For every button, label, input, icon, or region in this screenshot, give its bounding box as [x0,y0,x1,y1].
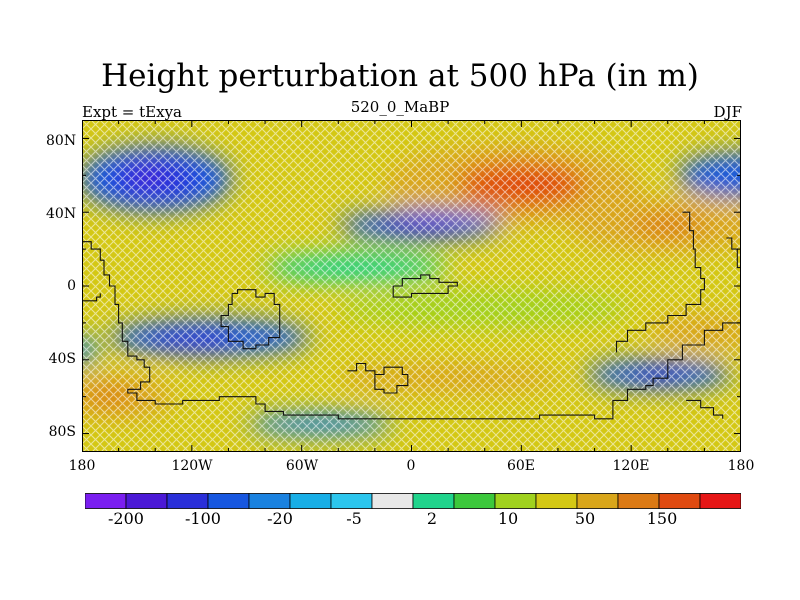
lon-tick-120w: 120W [171,458,213,474]
colorbar-swatch [248,493,291,509]
colorbar-label: 10 [497,509,519,528]
lat-tick-80n: 80N [46,133,77,149]
colorbar-swatch [494,493,537,509]
colorbar-swatch [85,493,127,509]
coastline [220,289,281,350]
coastline [615,211,705,353]
hatching-overlay [82,120,741,452]
colorbar-swatch [658,493,701,509]
map-plot [82,120,741,452]
lat-tick-80s: 80S [48,424,76,440]
colorbar-swatch [576,493,619,509]
lon-tick-180w: 180 [68,458,96,474]
colorbar-swatch [289,493,332,509]
colorbar-swatch [207,493,250,509]
coastline [82,241,741,420]
colorbar-label: -5 [346,509,362,528]
colorbar-label: 2 [426,509,438,528]
lat-tick-0: 0 [67,278,76,294]
coastline [347,362,376,375]
lon-tick-180e: 180 [727,458,755,474]
colorbar-swatch [453,493,496,509]
colorbar-label: -100 [185,509,221,528]
colorbar-label: -200 [108,509,144,528]
colorbar-swatch [125,493,168,509]
colorbar-label: 150 [646,509,678,528]
coastlines [82,211,741,420]
colorbar-swatch [371,493,414,509]
lon-tick-120e: 120E [612,458,650,474]
colorbar-swatch [699,493,741,509]
axis-ticks [82,120,741,452]
colorbar-swatch [535,493,578,509]
colorbar-swatch [412,493,455,509]
lat-tick-40s: 40S [48,351,76,367]
experiment-label: Expt = tExya [82,103,182,121]
map-title: Height perturbation at 500 hPa (in m) [101,58,699,94]
colorbar-label: 50 [574,509,596,528]
season-label: DJF [713,103,742,121]
colorbar [85,493,741,509]
period-label: 520_0_MaBP [350,98,450,116]
lon-tick-60e: 60E [506,458,536,474]
colorbar-swatch [166,493,209,509]
colorbar-swatch [330,493,373,509]
coastline [392,274,458,298]
coastline [686,399,724,419]
colorbar-swatch [617,493,660,509]
coastline [374,366,409,394]
lon-tick-60w: 60W [285,458,319,474]
coastline [82,293,101,302]
lon-tick-0: 0 [406,458,416,474]
colorbar-label: -20 [267,509,293,528]
lat-tick-40n: 40N [46,206,77,222]
